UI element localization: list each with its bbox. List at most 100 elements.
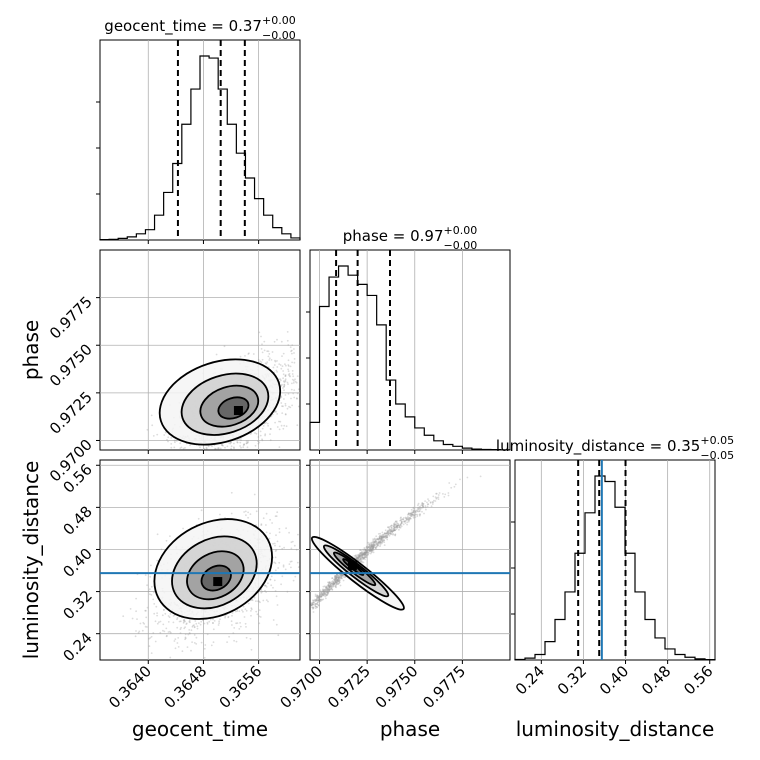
x-tick-label-geocent_time-1: 0.3648: [160, 662, 210, 712]
sample-point: [328, 587, 331, 590]
sample-point: [239, 441, 242, 444]
sample-point: [276, 366, 279, 368]
sample-point: [275, 515, 278, 517]
sample-point: [173, 439, 176, 442]
sample-point: [324, 591, 327, 594]
sample-point: [184, 633, 187, 636]
sample-point: [279, 420, 282, 423]
sample-point: [259, 360, 262, 363]
sample-point: [378, 541, 380, 544]
sample-point: [380, 541, 383, 544]
sample-point: [284, 375, 287, 378]
sample-point: [313, 603, 316, 606]
sample-point: [316, 594, 319, 597]
sample-point: [384, 535, 386, 538]
sample-point: [268, 359, 271, 361]
sample-point: [274, 544, 276, 547]
sample-point: [258, 615, 261, 618]
sample-point: [319, 598, 322, 601]
sample-point: [271, 351, 274, 353]
sample-point: [274, 515, 277, 518]
sample-point: [233, 627, 236, 629]
sample-point: [387, 529, 389, 532]
sample-point: [377, 542, 380, 545]
sample-point: [176, 626, 179, 629]
sample-point: [240, 446, 242, 449]
sample-point: [444, 493, 447, 496]
sample-point: [377, 540, 380, 542]
sample-point: [407, 512, 410, 515]
sample-point: [274, 421, 276, 424]
sample-point: [317, 601, 319, 604]
sample-point: [367, 552, 370, 555]
sample-point: [412, 513, 415, 516]
sample-point: [162, 623, 165, 626]
sample-point: [362, 553, 365, 556]
sample-point: [378, 538, 381, 541]
sample-point: [364, 558, 366, 561]
sample-point: [246, 446, 249, 449]
sample-point: [283, 381, 286, 383]
sample-point: [272, 542, 274, 545]
sample-point: [267, 424, 269, 427]
sample-point: [419, 513, 421, 515]
sample-point: [393, 527, 396, 530]
sample-point: [315, 599, 317, 601]
sample-point: [136, 618, 138, 620]
sample-point: [262, 425, 265, 427]
sample-point: [335, 576, 338, 578]
sample-point: [294, 378, 296, 381]
sample-point: [259, 434, 262, 437]
sample-point: [318, 598, 321, 600]
sample-point: [365, 549, 368, 552]
sample-point: [370, 545, 373, 548]
sample-point: [284, 402, 287, 405]
sample-point: [224, 616, 227, 619]
sample-point: [192, 624, 194, 627]
sample-point: [287, 364, 290, 366]
sample-point: [379, 541, 382, 544]
sample-point: [378, 537, 381, 539]
sample-point: [292, 375, 295, 378]
sample-point: [263, 340, 266, 343]
sample-point: [371, 548, 373, 551]
sample-point: [361, 554, 364, 557]
sample-point: [319, 589, 322, 592]
sample-point: [275, 410, 278, 413]
sample-point: [290, 388, 293, 391]
sample-point: [314, 600, 317, 603]
sample-point: [383, 532, 386, 535]
sample-point: [230, 447, 233, 450]
y-tick-label-phase-2: 0.9750: [46, 340, 96, 390]
sample-point: [332, 585, 334, 588]
sample-point: [364, 551, 366, 554]
sample-point: [363, 554, 366, 556]
sample-point: [327, 587, 330, 590]
sample-point: [382, 540, 384, 543]
sample-point: [256, 613, 259, 616]
sample-point: [357, 555, 360, 558]
sample-point: [362, 548, 365, 551]
title-luminosity_distance: luminosity_distance = 0.35+0.05: [496, 434, 734, 456]
sample-point: [316, 606, 318, 608]
sample-point: [365, 546, 368, 549]
sample-point: [340, 575, 342, 577]
sample-point: [367, 545, 370, 548]
sample-point: [260, 348, 263, 350]
sample-point: [217, 447, 220, 449]
sample-point: [316, 598, 318, 601]
sample-point: [322, 589, 324, 592]
sample-point: [337, 576, 340, 579]
sample-point: [386, 538, 389, 541]
sample-point: [184, 447, 186, 449]
sample-point: [370, 551, 373, 554]
sample-point: [393, 523, 396, 526]
sample-point: [262, 599, 265, 602]
sample-point: [144, 625, 147, 628]
sample-point: [242, 605, 245, 608]
sample-point: [417, 508, 420, 511]
sample-point: [228, 441, 230, 444]
sample-point: [406, 518, 409, 521]
sample-point: [182, 527, 185, 530]
title-sub-geocent_time: −0.00: [262, 29, 296, 42]
